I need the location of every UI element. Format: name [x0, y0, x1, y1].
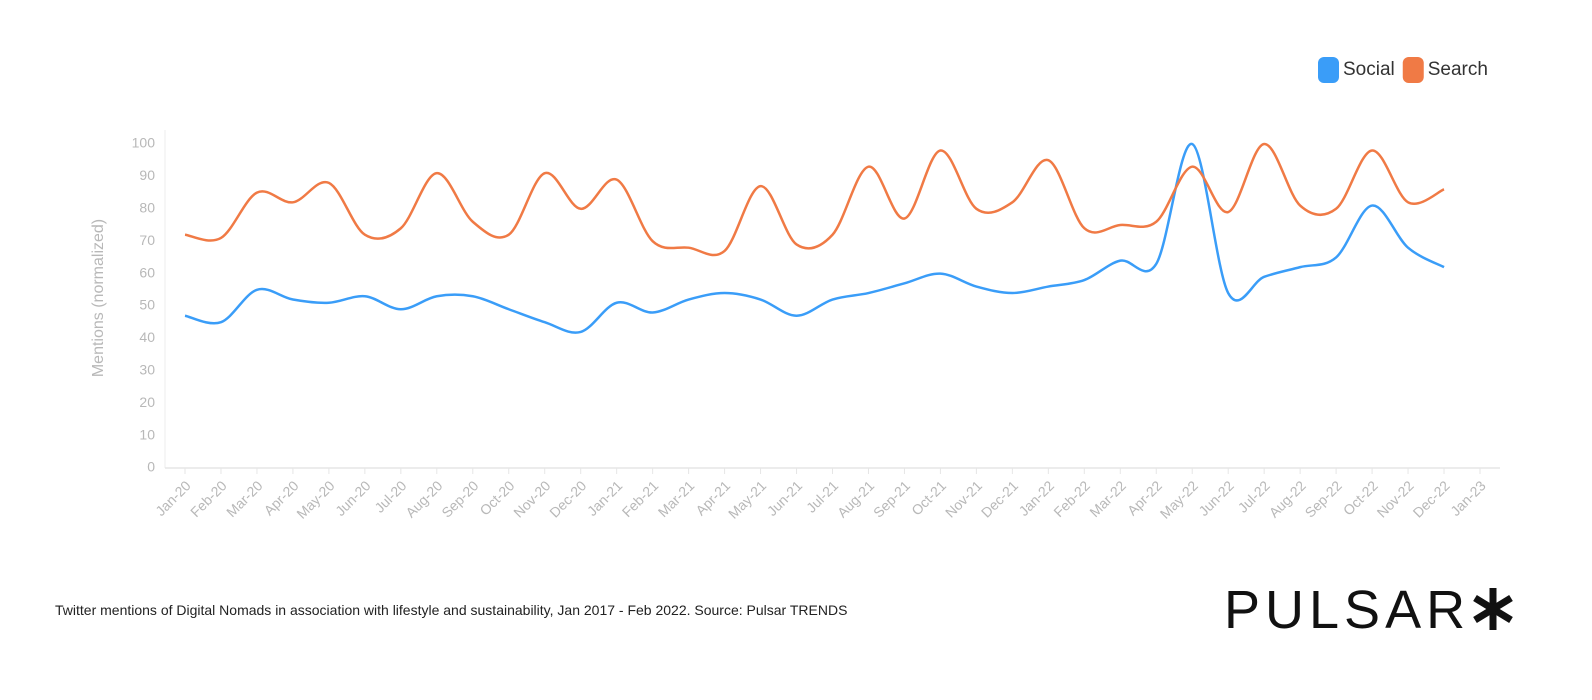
y-tick-label: 50 — [139, 297, 155, 313]
legend-swatch — [1318, 57, 1339, 83]
x-tick-label: Feb-21 — [619, 477, 662, 520]
x-tick-label: Jan-20 — [152, 477, 194, 519]
y-tick-label: 70 — [139, 232, 155, 248]
x-tick-label: Sep-20 — [438, 477, 481, 520]
legend-swatch — [1402, 57, 1424, 83]
y-tick-label: 30 — [139, 362, 155, 378]
x-tick-label: Oct-21 — [908, 477, 949, 518]
legend-label: Social — [1343, 59, 1395, 80]
x-tick-label: May-22 — [1157, 477, 1201, 521]
x-tick-label: Mar-21 — [655, 477, 698, 520]
y-tick-label: 60 — [139, 264, 155, 280]
y-tick-label: 40 — [139, 329, 155, 345]
y-tick-label: 100 — [132, 135, 156, 151]
x-tick-label: Nov-20 — [510, 477, 553, 520]
x-tick-label: Aug-20 — [402, 477, 445, 520]
y-tick-label: 0 — [147, 459, 155, 475]
logo: PULSAR — [1224, 580, 1470, 640]
x-tick-label: Jan-21 — [584, 477, 626, 519]
logo-asterisk — [1473, 588, 1513, 630]
x-tick-label: Sep-22 — [1302, 477, 1345, 520]
x-tick-label: Oct-20 — [476, 477, 517, 518]
line-series — [184, 142, 1445, 257]
x-tick-label: Nov-22 — [1374, 477, 1417, 520]
legend-label: Search — [1428, 59, 1488, 80]
x-tick-label: Feb-20 — [187, 477, 230, 520]
x-tick-label: Jun-20 — [332, 477, 374, 519]
x-tick-label: Aug-21 — [834, 477, 877, 520]
y-tick-label: 20 — [139, 394, 155, 410]
x-tick-label: Jan-22 — [1015, 477, 1057, 519]
caption: Twitter mentions of Digital Nomads in as… — [55, 602, 847, 618]
x-tick-label: May-21 — [725, 477, 769, 521]
x-tick-label: Nov-21 — [942, 477, 985, 520]
x-tick-label: Dec-22 — [1410, 477, 1453, 520]
x-tick-label: Dec-21 — [978, 477, 1021, 520]
x-tick-label: May-20 — [293, 477, 337, 521]
x-tick-label: Sep-21 — [870, 477, 913, 520]
y-axis-label: Mentions (normalized) — [90, 219, 107, 377]
y-tick-label: 80 — [139, 200, 155, 216]
y-tick-label: 90 — [139, 167, 155, 183]
x-tick-label: Aug-22 — [1266, 477, 1309, 520]
x-tick-label: Feb-22 — [1050, 477, 1093, 520]
x-tick-label: Dec-20 — [546, 477, 589, 520]
x-tick-label: Jun-22 — [1195, 477, 1237, 519]
line-series — [184, 142, 1445, 334]
x-tick-label: Jan-23 — [1447, 477, 1489, 519]
x-tick-label: Mar-22 — [1086, 477, 1129, 520]
x-tick-label: Jun-21 — [764, 477, 806, 519]
y-tick-label: 10 — [139, 426, 155, 442]
x-tick-label: Oct-22 — [1340, 477, 1381, 518]
x-tick-label: Mar-20 — [223, 477, 266, 520]
